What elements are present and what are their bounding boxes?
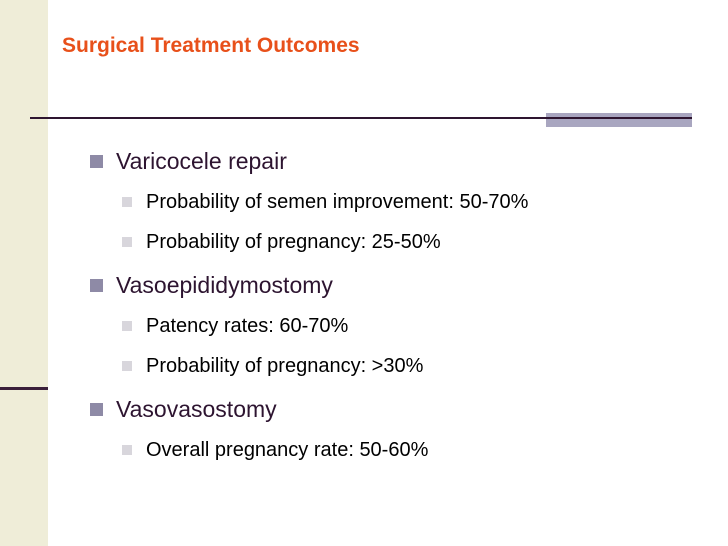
bullet-item: Vasoepididymostomy Patency rates: 60-70%…	[90, 268, 528, 386]
sub-bullet-item: Probability of semen improvement: 50-70%	[122, 182, 528, 222]
sub-bullet-text: Overall pregnancy rate: 50-60%	[146, 438, 429, 461]
bullet-text: Varicocele repair	[116, 147, 287, 174]
sub-bullet-item: Patency rates: 60-70%	[122, 306, 528, 346]
bullet-item: Varicocele repair Probability of semen i…	[90, 144, 528, 262]
square-bullet-icon	[90, 154, 103, 168]
square-bullet-icon	[90, 402, 103, 416]
square-bullet-icon	[122, 197, 132, 207]
square-bullet-icon	[90, 278, 103, 292]
sub-bullet-list: Patency rates: 60-70% Probability of pre…	[90, 306, 528, 386]
slide-title: Surgical Treatment Outcomes	[62, 34, 360, 57]
sub-bullet-text: Probability of pregnancy: >30%	[146, 354, 424, 377]
sub-bullet-list: Overall pregnancy rate: 50-60%	[90, 430, 528, 470]
square-bullet-icon	[122, 445, 132, 455]
left-accent-bar	[0, 0, 48, 546]
sub-bullet-text: Probability of semen improvement: 50-70%	[146, 190, 529, 213]
square-bullet-icon	[122, 321, 132, 331]
square-bullet-icon	[122, 361, 132, 371]
left-bar-divider	[0, 387, 48, 390]
title-divider-accent	[546, 113, 692, 127]
bullet-item: Vasovasostomy Overall pregnancy rate: 50…	[90, 392, 528, 470]
sub-bullet-text: Probability of pregnancy: 25-50%	[146, 230, 441, 253]
bullet-list: Varicocele repair Probability of semen i…	[90, 144, 528, 476]
sub-bullet-item: Overall pregnancy rate: 50-60%	[122, 430, 528, 470]
sub-bullet-text: Patency rates: 60-70%	[146, 314, 349, 337]
square-bullet-icon	[122, 237, 132, 247]
sub-bullet-list: Probability of semen improvement: 50-70%…	[90, 182, 528, 262]
bullet-text: Vasovasostomy	[116, 395, 277, 422]
sub-bullet-item: Probability of pregnancy: 25-50%	[122, 222, 528, 262]
bullet-text: Vasoepididymostomy	[116, 271, 333, 298]
title-divider-line	[30, 117, 690, 119]
sub-bullet-item: Probability of pregnancy: >30%	[122, 346, 528, 386]
